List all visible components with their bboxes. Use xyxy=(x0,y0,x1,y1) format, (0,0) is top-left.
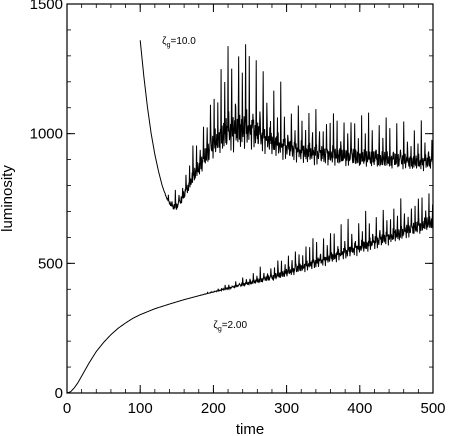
annotation-label: ζg=2.00 xyxy=(213,320,247,333)
annotation-label: ζg=10.0 xyxy=(162,36,196,49)
x-axis-label: time xyxy=(236,421,264,436)
y-axis-label: luminosity xyxy=(0,165,16,232)
series-group xyxy=(66,40,434,394)
y-tick-label: 0 xyxy=(55,385,63,402)
y-tick-label: 1500 xyxy=(30,0,63,13)
series-line-0 xyxy=(139,40,434,210)
y-axis-ticks: 0 500 1000 1500 xyxy=(30,0,433,402)
x-tick-label: 0 xyxy=(63,400,71,417)
x-tick-label: 200 xyxy=(201,400,226,417)
plot-frame xyxy=(66,3,434,394)
annotations: ζg=10.0 ζg=2.00 xyxy=(162,36,247,333)
x-axis-ticks: 0 100 200 300 400 500 xyxy=(63,4,446,417)
y-tick-label: 500 xyxy=(38,255,63,272)
x-tick-label: 100 xyxy=(128,400,153,417)
x-tick-label: 500 xyxy=(420,400,445,417)
x-tick-label: 400 xyxy=(347,400,372,417)
y-tick-label: 1000 xyxy=(30,126,63,143)
x-tick-label: 300 xyxy=(274,400,299,417)
series-line-1 xyxy=(66,193,434,394)
